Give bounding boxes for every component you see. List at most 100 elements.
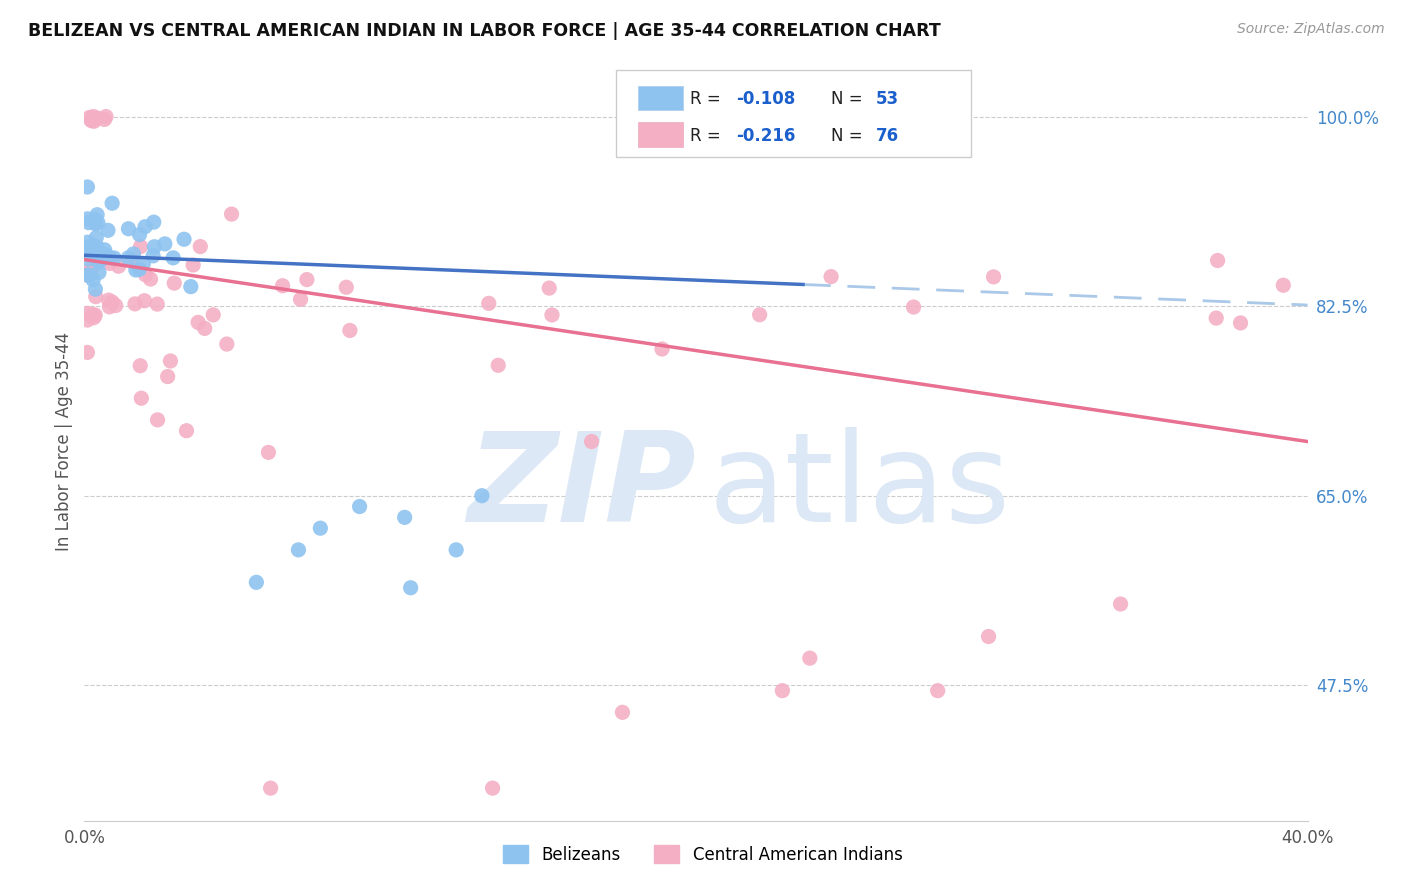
Point [128, 262, 150, 277]
Point [339, 323, 361, 337]
Point [98, 256, 121, 270]
Point [76, 211, 98, 226]
Point [142, 215, 165, 229]
Point [541, 308, 564, 322]
Text: N =: N = [831, 90, 868, 108]
Point [146, 297, 169, 311]
Point [125, 263, 148, 277]
Point [101, 196, 124, 211]
Point [76, 235, 98, 250]
Point [84, 230, 107, 244]
Point [76, 268, 98, 282]
Text: -0.108: -0.108 [737, 90, 796, 108]
Point [180, 279, 202, 293]
Point [259, 781, 281, 796]
Point [153, 236, 176, 251]
Point [94, 247, 117, 261]
Y-axis label: In Labor Force | Age 35-44: In Labor Force | Age 35-44 [55, 332, 73, 551]
Point [94, 110, 117, 124]
Point [820, 269, 842, 284]
Point [128, 227, 150, 242]
Point [87, 265, 110, 279]
Point [76, 265, 98, 279]
Text: 76: 76 [876, 127, 898, 145]
FancyBboxPatch shape [638, 86, 682, 110]
Point [349, 500, 371, 514]
Point [221, 207, 243, 221]
Point [87, 216, 110, 230]
Point [86, 240, 108, 254]
Point [98, 300, 121, 314]
Point [82, 308, 104, 322]
Point [481, 781, 503, 796]
Point [121, 252, 143, 267]
Point [748, 308, 770, 322]
Point [86, 249, 108, 263]
Point [143, 240, 166, 254]
Point [90, 252, 112, 267]
Point [83, 114, 105, 128]
Point [290, 293, 312, 307]
Point [770, 683, 793, 698]
Point [86, 111, 108, 125]
Point [1206, 253, 1229, 268]
Point [134, 268, 156, 282]
Point [271, 278, 294, 293]
Point [84, 290, 107, 304]
Point [478, 296, 501, 310]
Point [124, 297, 146, 311]
Point [142, 249, 165, 263]
Point [983, 269, 1005, 284]
Point [97, 293, 120, 307]
Point [83, 310, 105, 325]
Text: 53: 53 [876, 90, 898, 108]
Point [132, 256, 155, 270]
Point [903, 300, 925, 314]
Point [76, 306, 98, 320]
Point [245, 575, 267, 590]
Text: N =: N = [831, 127, 868, 145]
Point [103, 251, 125, 265]
Point [187, 315, 209, 329]
Point [117, 221, 139, 235]
Point [76, 240, 98, 254]
Point [799, 651, 821, 665]
Point [84, 217, 107, 231]
Point [194, 321, 217, 335]
Point [98, 251, 121, 265]
Point [82, 110, 104, 124]
Point [84, 308, 107, 322]
Point [93, 243, 115, 257]
Point [107, 259, 129, 273]
Text: R =: R = [690, 90, 725, 108]
Point [1272, 278, 1295, 293]
Point [79, 247, 101, 261]
Text: Source: ZipAtlas.com: Source: ZipAtlas.com [1237, 22, 1385, 37]
Point [977, 630, 1000, 644]
Point [84, 282, 107, 296]
Point [82, 273, 104, 287]
Text: atlas: atlas [709, 426, 1011, 548]
Point [80, 262, 103, 277]
Point [159, 354, 181, 368]
Point [444, 542, 467, 557]
Point [399, 581, 422, 595]
Point [139, 272, 162, 286]
Point [134, 293, 156, 308]
Point [394, 510, 416, 524]
Point [156, 369, 179, 384]
Point [176, 424, 198, 438]
Point [471, 489, 494, 503]
Point [82, 249, 104, 263]
Point [188, 239, 211, 253]
Point [581, 434, 603, 449]
Point [122, 247, 145, 261]
Point [146, 413, 169, 427]
Point [1205, 311, 1227, 326]
Point [163, 276, 186, 290]
Point [104, 299, 127, 313]
Legend: Belizeans, Central American Indians: Belizeans, Central American Indians [496, 838, 910, 871]
Point [97, 223, 120, 237]
Point [87, 255, 110, 269]
Point [295, 272, 318, 286]
